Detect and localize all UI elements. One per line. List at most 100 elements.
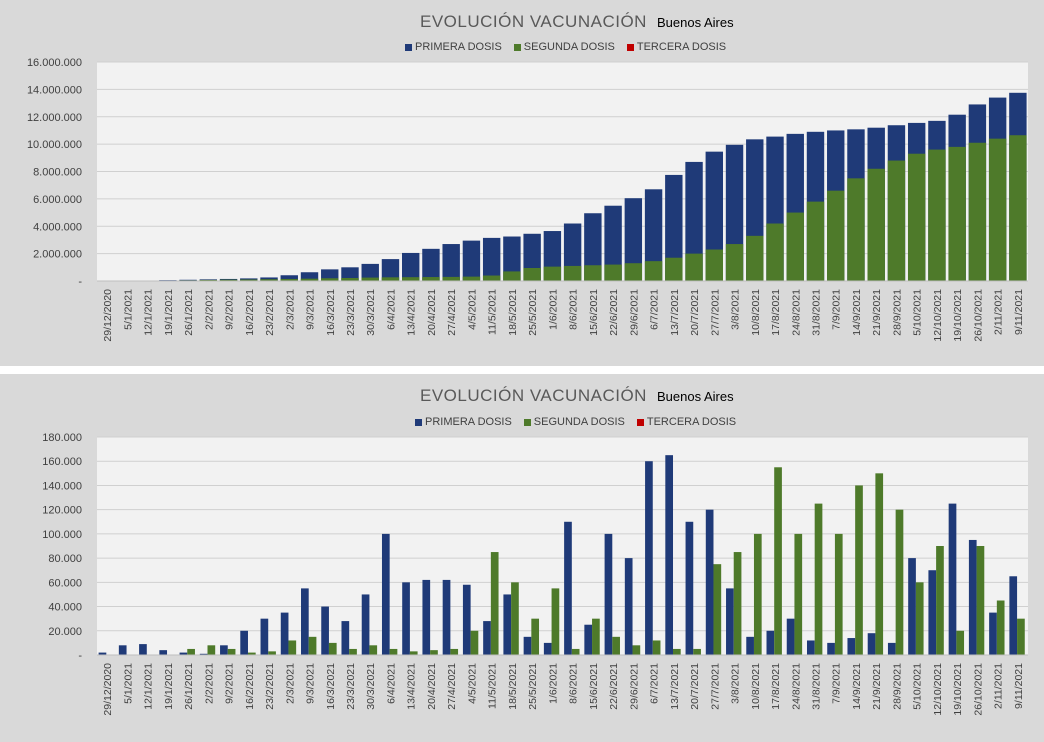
bar-segunda bbox=[665, 257, 683, 281]
bar-primera bbox=[685, 521, 694, 655]
x-tick-label: 9/11/2021 bbox=[1013, 663, 1025, 709]
y-tick-label: - bbox=[78, 276, 82, 288]
bar-primera bbox=[240, 630, 248, 655]
bar-segunda bbox=[402, 277, 420, 281]
bar-segunda bbox=[260, 279, 278, 281]
x-tick-label: 20/4/2021 bbox=[426, 663, 438, 710]
x-tick-label: 7/9/2021 bbox=[831, 289, 843, 330]
legend-label-tercera: TERCERA DOSIS bbox=[646, 416, 737, 428]
bar-segunda bbox=[584, 265, 602, 281]
legend-swatch-tercera bbox=[626, 43, 634, 51]
bar-primera bbox=[968, 539, 977, 655]
bar-primera bbox=[482, 237, 501, 281]
bar-segunda bbox=[624, 263, 643, 281]
bar-segunda bbox=[794, 533, 803, 655]
x-tick-label: 26/1/2021 bbox=[183, 289, 195, 336]
x-tick-label: 9/3/2021 bbox=[305, 289, 317, 330]
bar-segunda bbox=[936, 546, 944, 655]
bar-segunda bbox=[503, 271, 521, 281]
x-tick-label: 14/9/2021 bbox=[851, 663, 863, 710]
x-tick-label: 22/6/2021 bbox=[608, 289, 620, 336]
bar-primera bbox=[604, 533, 613, 655]
bar-primera bbox=[321, 606, 329, 655]
bar-segunda bbox=[612, 636, 620, 655]
bar-segunda bbox=[915, 582, 924, 655]
bar-segunda bbox=[1017, 618, 1025, 655]
y-tick-label: 16.000.000 bbox=[27, 57, 82, 69]
bar-segunda bbox=[685, 253, 703, 281]
bar-segunda bbox=[511, 582, 519, 655]
bar-primera bbox=[422, 248, 440, 281]
x-tick-label: 23/3/2021 bbox=[345, 663, 357, 710]
x-tick-label: 3/8/2021 bbox=[730, 289, 742, 330]
bar-segunda bbox=[644, 261, 663, 281]
plot-area bbox=[97, 437, 1028, 655]
x-tick-label: 13/7/2021 bbox=[669, 663, 681, 710]
bar-segunda bbox=[571, 648, 580, 655]
chart-subtitle: Buenos Aires bbox=[657, 389, 734, 404]
bar-primera bbox=[584, 624, 593, 655]
bar-segunda bbox=[389, 648, 398, 655]
bar-primera bbox=[159, 650, 168, 655]
x-tick-label: 12/10/2021 bbox=[932, 663, 944, 716]
x-tick-label: 16/3/2021 bbox=[325, 289, 337, 336]
x-tick-label: 9/2/2021 bbox=[224, 289, 236, 330]
bar-segunda bbox=[733, 552, 742, 655]
bar-primera bbox=[341, 621, 350, 655]
x-tick-label: 13/7/2021 bbox=[669, 289, 681, 336]
x-tick-label: 29/12/2020 bbox=[102, 289, 114, 342]
bar-segunda bbox=[219, 279, 238, 281]
bar-primera bbox=[381, 533, 390, 655]
bar-segunda bbox=[268, 651, 276, 655]
x-tick-label: 26/10/2021 bbox=[972, 663, 984, 716]
bar-primera bbox=[361, 594, 370, 655]
x-tick-label: 28/9/2021 bbox=[891, 289, 903, 336]
bar-primera bbox=[624, 558, 633, 655]
x-tick-label: 9/11/2021 bbox=[1013, 289, 1025, 335]
bar-primera bbox=[645, 461, 653, 655]
y-tick-label: 12.000.000 bbox=[27, 112, 82, 124]
x-tick-label: 30/3/2021 bbox=[365, 663, 377, 710]
x-tick-label: 12/10/2021 bbox=[932, 289, 944, 342]
bar-primera bbox=[442, 244, 460, 281]
bar-segunda bbox=[956, 630, 965, 655]
bar-primera bbox=[462, 584, 471, 655]
bar-primera bbox=[139, 644, 147, 655]
x-tick-label: 25/5/2021 bbox=[527, 663, 539, 710]
x-tick-label: 2/11/2021 bbox=[993, 289, 1005, 335]
y-tick-label: 20.000 bbox=[48, 626, 82, 638]
bar-primera bbox=[989, 612, 997, 655]
bar-segunda bbox=[725, 244, 744, 281]
bar-primera bbox=[503, 236, 521, 281]
x-tick-label: 23/2/2021 bbox=[264, 289, 276, 336]
bar-primera bbox=[726, 588, 734, 655]
legend-item-tercera: TERCERA DOSIS bbox=[636, 416, 737, 428]
x-tick-label: 18/5/2021 bbox=[507, 663, 519, 710]
bar-segunda bbox=[875, 473, 884, 655]
x-tick-label: 22/6/2021 bbox=[608, 663, 620, 710]
bar-segunda bbox=[753, 533, 762, 655]
x-tick-label: 25/5/2021 bbox=[527, 289, 539, 336]
bar-segunda bbox=[482, 275, 501, 281]
x-tick-label: 2/2/2021 bbox=[203, 663, 215, 704]
x-tick-label: 23/3/2021 bbox=[345, 289, 357, 336]
bar-segunda bbox=[280, 278, 298, 281]
bar-segunda bbox=[450, 648, 459, 655]
bar-primera bbox=[523, 636, 532, 655]
x-tick-label: 13/4/2021 bbox=[406, 663, 418, 710]
bar-primera bbox=[644, 189, 663, 281]
bar-segunda bbox=[652, 640, 661, 655]
cumulative-plot: - 2.000.000 4.000.000 6.000.000 8.000.000 10.… bbox=[27, 57, 1028, 342]
y-tick-label: 2.000.000 bbox=[33, 249, 82, 261]
x-tick-label: 29/6/2021 bbox=[628, 663, 640, 710]
legend-label-primera: PRIMERA DOSIS bbox=[425, 416, 512, 428]
legend-swatch-primera bbox=[405, 43, 412, 51]
y-tick-label: 100.000 bbox=[42, 529, 82, 541]
bar-segunda bbox=[705, 249, 723, 281]
bar-primera bbox=[705, 151, 723, 281]
bar-segunda bbox=[907, 153, 926, 281]
y-tick-label: 14.000.000 bbox=[27, 84, 82, 96]
bar-segunda bbox=[308, 636, 317, 655]
bar-segunda bbox=[786, 212, 804, 281]
bar-primera bbox=[321, 269, 339, 281]
